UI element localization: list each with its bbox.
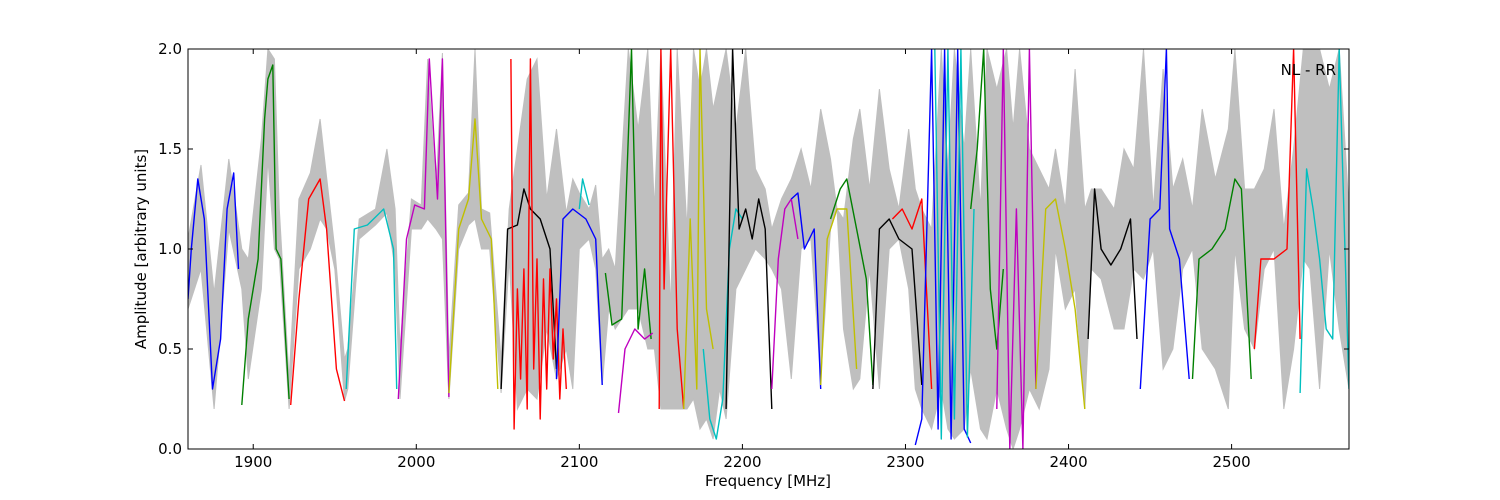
series-line-7 (500, 188, 558, 390)
series-line-9 (555, 208, 603, 386)
x-tick-label: 2500 (1213, 453, 1251, 471)
series-line-21 (872, 218, 923, 390)
y-tick-label: 2.0 (158, 40, 182, 58)
x-tick-label: 2000 (397, 453, 435, 471)
series-line-19 (820, 208, 858, 386)
series-line-23 (914, 49, 972, 446)
series-line-32 (1299, 49, 1349, 394)
series-line-18 (790, 192, 822, 390)
series-line-28 (1087, 188, 1138, 340)
x-tick-label: 2300 (886, 453, 924, 471)
series-line-3 (290, 178, 346, 406)
series-line-10 (578, 178, 590, 210)
x-tick-label: 2100 (560, 453, 598, 471)
series-line-12 (617, 328, 654, 414)
series-line-1 (188, 172, 240, 390)
y-tick-label: 1.0 (158, 240, 182, 258)
x-axis-ticks: 1900 2000 2100 2200 2300 2400 2500 (234, 49, 1251, 471)
envelope-layer (188, 49, 1349, 449)
series-line-6 (448, 118, 499, 394)
y-tick-label: 1.5 (158, 140, 182, 158)
y-axis-label: Amplitude [arbitrary units] (132, 149, 150, 349)
x-tick-label: 1900 (234, 453, 272, 471)
y-tick-label: 0.5 (158, 340, 182, 358)
series-line-11 (604, 49, 652, 340)
series-line-20 (829, 178, 874, 386)
series-line-8 (510, 58, 567, 430)
series-line-22 (891, 198, 933, 390)
y-tick-label: 0.0 (158, 440, 182, 458)
chart-annotation: NL - RR (1281, 61, 1336, 79)
series-line-29 (1139, 49, 1190, 390)
series-line-17 (771, 198, 799, 390)
series-line-26 (996, 49, 1037, 449)
series-line-15 (702, 208, 743, 440)
series-layer (188, 49, 1349, 449)
series-line-4 (345, 208, 398, 390)
y-axis-ticks: 0.0 0.5 1.0 1.5 2.0 (158, 40, 1349, 458)
series-line-16 (725, 49, 773, 410)
series-line-13 (658, 49, 685, 410)
series-line-2 (241, 64, 290, 406)
x-axis-label: Frequency [MHz] (705, 472, 831, 490)
x-tick-label: 2200 (723, 453, 761, 471)
envelope-band (188, 49, 1349, 449)
series-line-31 (1253, 49, 1301, 350)
series-line-27 (1035, 198, 1086, 410)
x-tick-label: 2400 (1049, 453, 1087, 471)
series-line-24 (934, 49, 975, 440)
series-line-5 (397, 58, 450, 400)
series-line-14 (683, 49, 714, 410)
series-line-30 (1191, 178, 1252, 380)
